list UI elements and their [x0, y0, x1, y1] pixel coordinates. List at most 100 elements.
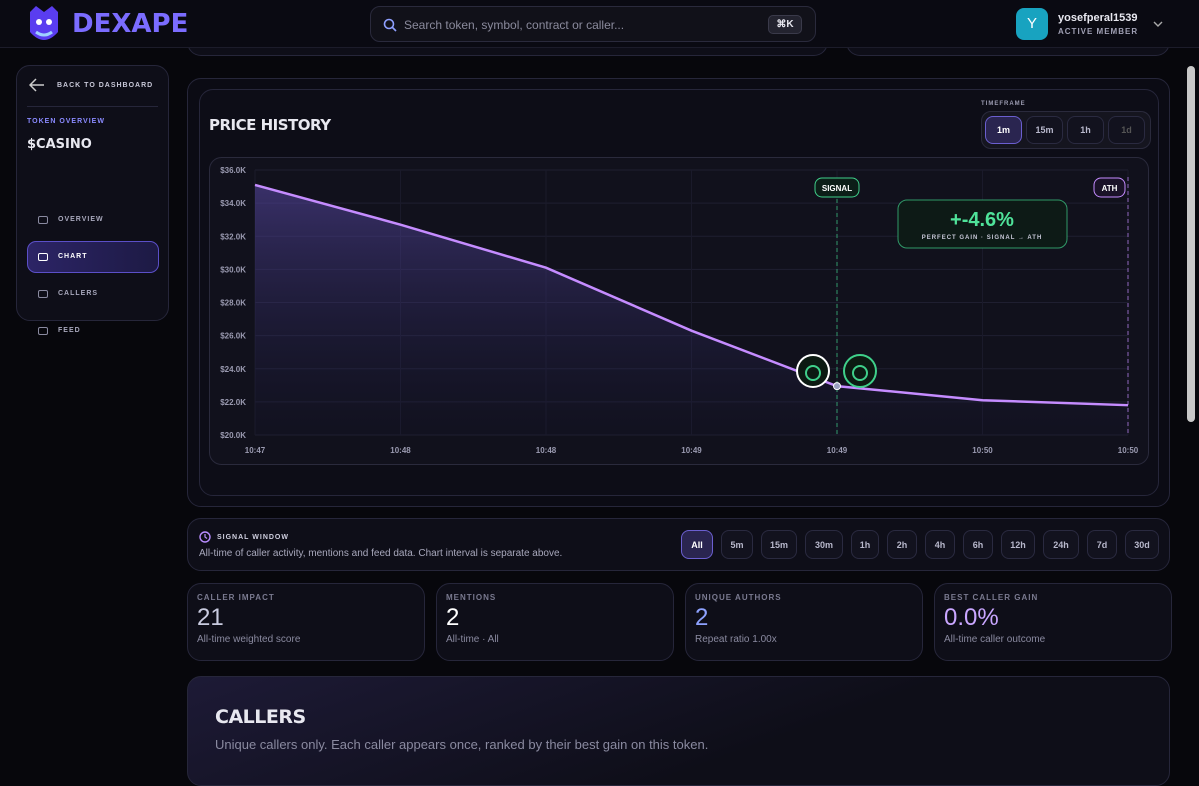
window-button[interactable]: 4h	[925, 530, 955, 559]
gain-caption: PERFECT GAIN · SIGNAL → ATH	[922, 235, 1043, 241]
window-button[interactable]: 6h	[963, 530, 993, 559]
logo-text: DEXAPE	[72, 9, 189, 39]
stat-label: UNIQUE AUTHORS	[695, 593, 782, 602]
caller-avatar-face	[852, 365, 868, 381]
x-tick-label: 10:49	[827, 446, 848, 455]
ath-label: ATH	[1102, 184, 1118, 193]
stat-card: MENTIONS 2 All-time · All	[436, 583, 674, 661]
gain-box	[897, 199, 1068, 249]
nav-icon	[38, 327, 48, 335]
x-tick-label: 10:47	[245, 446, 266, 455]
window-button[interactable]: All	[681, 530, 713, 559]
stat-label: BEST CALLER GAIN	[944, 593, 1039, 602]
price-line	[254, 183, 1129, 407]
stat-caption: All-time caller outcome	[944, 634, 1046, 645]
timeframe-button[interactable]: 15m	[1026, 116, 1063, 144]
signal-window-title: SIGNAL WINDOW	[217, 534, 289, 541]
callers-subtitle: Unique callers only. Each caller appears…	[215, 737, 709, 752]
stat-caption: All-time · All	[446, 634, 499, 645]
avatar[interactable]: Y	[1016, 8, 1048, 40]
x-tick-label: 10:50	[1118, 446, 1139, 455]
search-icon	[383, 18, 397, 32]
window-button[interactable]: 30d	[1125, 530, 1159, 559]
chart-panel: PRICE HISTORY TIMEFRAME 1m 15m 1h 1d $20.0K…	[187, 78, 1170, 507]
callers-panel: CALLERS Unique callers only. Each caller…	[187, 676, 1170, 786]
nav-item[interactable]	[27, 241, 159, 273]
y-tick-label: $28.0K	[220, 299, 246, 308]
stat-card: CALLER IMPACT 21 All-time weighted score	[187, 583, 425, 661]
timeframe-button[interactable]: 1d	[1108, 116, 1145, 144]
logo-icon	[30, 6, 58, 40]
back-icon[interactable]	[29, 78, 45, 92]
x-tick-label: 10:48	[390, 446, 411, 455]
section-label: TOKEN OVERVIEW	[27, 118, 105, 125]
top-bar: DEXAPE Search token, symbol, contract or…	[0, 0, 1199, 48]
plot: $20.0K $22.0K $24.0K $26.0K $28.0K $30.0K $32.…	[209, 157, 1149, 465]
timeframe-label: TIMEFRAME	[981, 101, 1026, 107]
gain-value: +-4.6%	[950, 209, 1014, 231]
stat-value: 2	[695, 604, 709, 631]
stat-card: UNIQUE AUTHORS 2 Repeat ratio 1.00x	[685, 583, 923, 661]
y-tick-label: $20.0K	[220, 431, 246, 440]
stat-value: 21	[197, 604, 224, 631]
stat-caption: All-time weighted score	[197, 634, 301, 645]
stat-value: 2	[446, 604, 460, 631]
signal-point	[833, 382, 841, 391]
signal-window: SIGNAL WINDOW All-time of caller activit…	[187, 518, 1170, 571]
username: yosefperal1539	[1058, 12, 1138, 24]
y-tick-label: $32.0K	[220, 232, 246, 241]
stat-label: CALLER IMPACT	[197, 593, 275, 602]
x-tick-label: 10:50	[972, 446, 993, 455]
signal-window-description: All-time of caller activity, mentions an…	[199, 548, 563, 559]
nav-icon	[38, 216, 48, 224]
y-tick-label: $36.0K	[220, 166, 246, 175]
x-tick-label: 10:49	[681, 446, 702, 455]
signal-label: SIGNAL	[822, 184, 852, 193]
timeframe-button[interactable]: 1h	[1067, 116, 1104, 144]
clock-icon	[199, 531, 211, 543]
stat-value: 0.0%	[944, 604, 999, 631]
nav-icon	[38, 253, 48, 261]
back-link[interactable]: BACK TO DASHBOARD	[57, 82, 154, 89]
shortcut: ⌘K	[768, 15, 802, 34]
user-status: ACTIVE MEMBER	[1058, 27, 1139, 36]
window-button[interactable]: 12h	[1001, 530, 1035, 559]
chevron[interactable]	[1153, 20, 1163, 28]
window-button[interactable]: 30m	[805, 530, 843, 559]
token-name: $CASINO	[27, 137, 92, 152]
stat-label: MENTIONS	[446, 593, 497, 602]
search-placeholder: Search token, symbol, contract or caller…	[404, 18, 625, 32]
divider	[27, 106, 158, 107]
chart-title: PRICE HISTORY	[209, 116, 331, 134]
signal-badge	[814, 177, 860, 198]
window-button[interactable]: 7d	[1087, 530, 1117, 559]
window-button[interactable]: 5m	[721, 530, 753, 559]
caller-avatar	[796, 354, 830, 388]
nav-label: OVERVIEW	[58, 216, 104, 223]
window-button[interactable]: 1h	[851, 530, 879, 559]
nav-label: FEED	[58, 327, 81, 334]
caller-avatar-face	[805, 365, 821, 381]
window-button[interactable]: 15m	[761, 530, 797, 559]
scrollbar[interactable]	[1187, 66, 1195, 422]
search-box[interactable]: Search token, symbol, contract or caller…	[370, 6, 816, 42]
timeframe-button[interactable]: 1m	[985, 116, 1022, 144]
window-button[interactable]: 2h	[887, 530, 917, 559]
y-tick-label: $34.0K	[220, 199, 246, 208]
sidebar: BACK TO DASHBOARD TOKEN OVERVIEW $CASINO…	[16, 65, 169, 335]
nav-label: CALLERS	[58, 290, 99, 297]
window-button[interactable]: 24h	[1043, 530, 1079, 559]
timeframe-group: 1m 15m 1h 1d	[981, 111, 1151, 149]
callers-title: CALLERS	[215, 706, 306, 728]
ath-badge	[1093, 177, 1126, 198]
y-tick-label: $24.0K	[220, 365, 246, 374]
caller-avatar	[843, 354, 877, 388]
nav-label: CHART	[58, 253, 88, 260]
y-tick-label: $26.0K	[220, 332, 246, 341]
stat-card: BEST CALLER GAIN 0.0% All-time caller outc…	[934, 583, 1172, 661]
stat-caption: Repeat ratio 1.00x	[695, 634, 777, 645]
x-tick-label: 10:48	[536, 446, 557, 455]
y-tick-label: $30.0K	[220, 265, 246, 274]
y-tick-label: $22.0K	[220, 398, 246, 407]
